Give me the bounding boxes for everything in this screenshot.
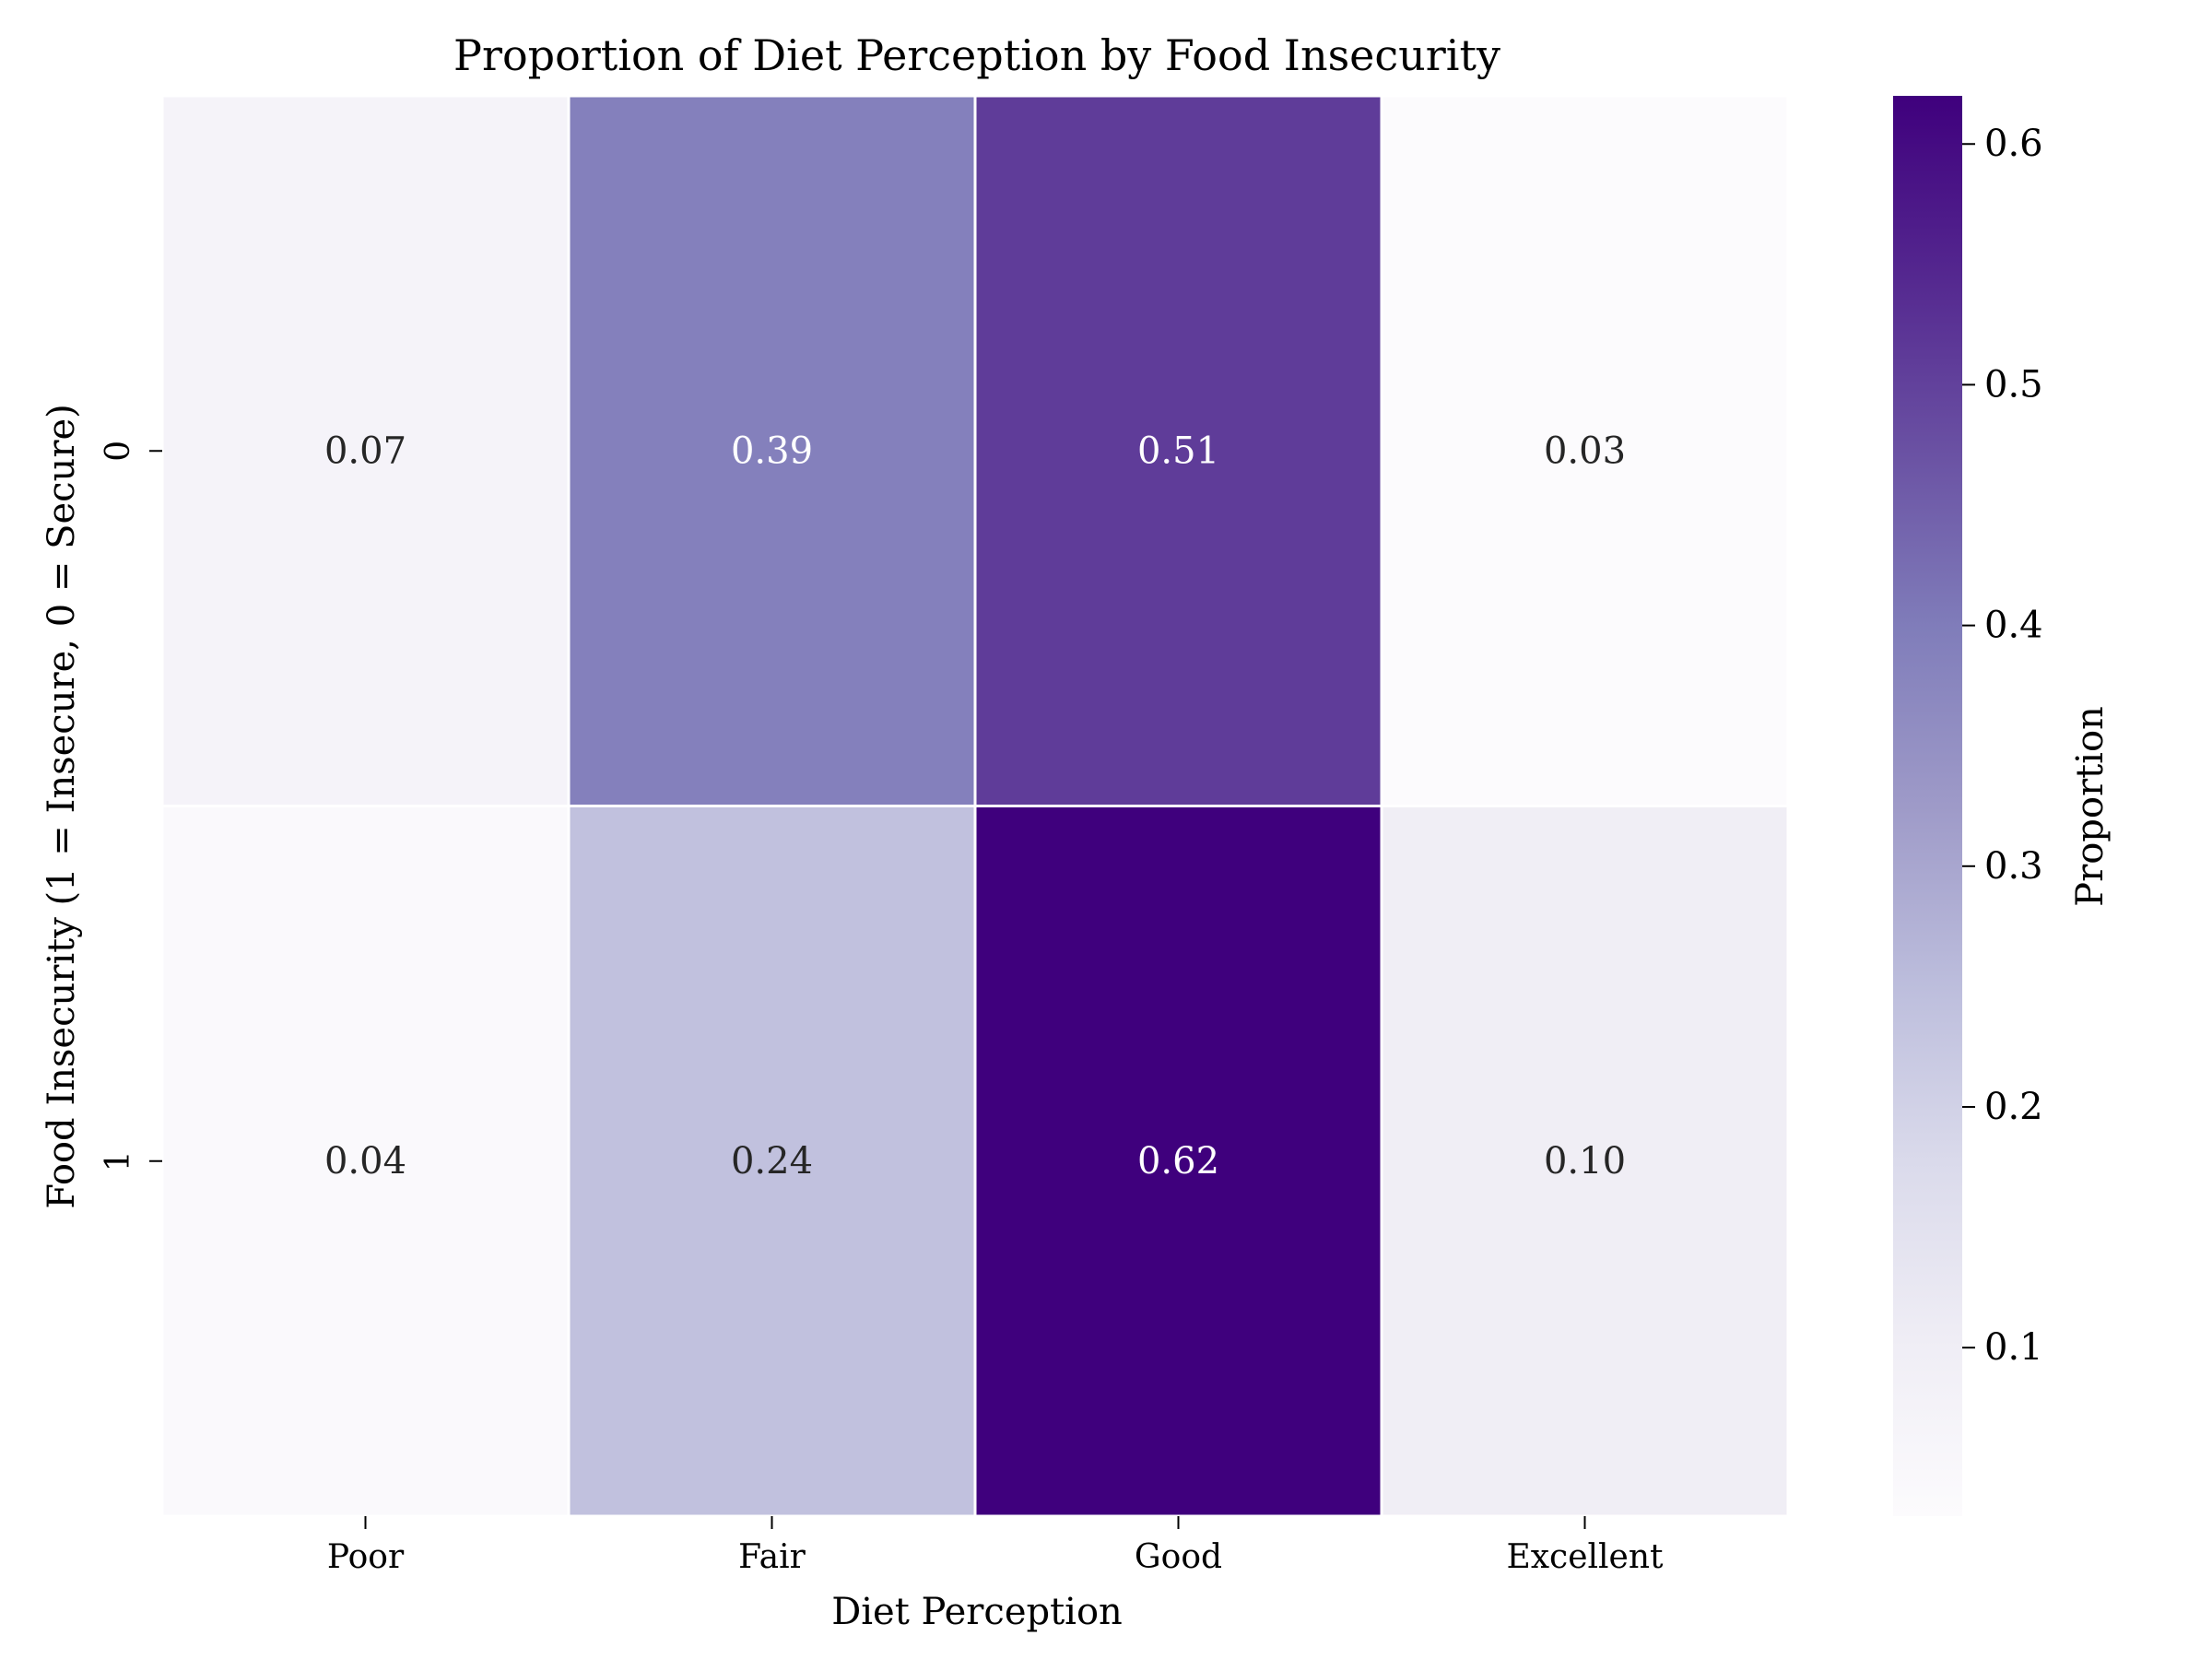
colorbar-tick-label: 0.2 [1984,1086,2043,1128]
heatmap-cell-labels: 0.07 0.39 0.51 0.03 0.04 0.24 0.62 0.10 [324,429,1626,1182]
chart-title: Proportion of Diet Perception by Food In… [453,30,1500,80]
y-tick-label: 0 [100,441,137,462]
colorbar-label: Proportion [2069,706,2112,907]
heatmap-cells [160,94,1790,1518]
heatmap-cell [973,94,1383,807]
x-axis-ticks: Poor Fair Good Excellent [327,1516,1664,1576]
y-axis-label: Food Insecurity (1 = Insecure, 0 = Secur… [41,404,83,1208]
x-tick-label: Poor [327,1538,405,1576]
colorbar-tick-label: 0.3 [1984,845,2043,888]
heatmap-cell [567,805,977,1518]
heatmap-cell [1380,805,1790,1518]
colorbar [1893,96,1962,1516]
y-tick-label: 1 [100,1150,137,1171]
heatmap-cell [160,805,571,1518]
heatmap-cell-value: 0.10 [1544,1140,1626,1182]
heatmap-cell [1380,94,1790,807]
heatmap-cell-value: 0.04 [324,1140,406,1182]
heatmap-cell-value: 0.62 [1137,1140,1219,1182]
x-tick-label: Good [1135,1538,1222,1576]
heatmap-cell [160,94,571,807]
x-tick-label: Excellent [1506,1538,1664,1576]
heatmap-cell-value: 0.24 [731,1140,813,1182]
heatmap-cell-value: 0.07 [324,429,406,472]
x-axis-label: Diet Perception [831,1591,1123,1633]
heatmap-cell-value: 0.51 [1137,429,1219,472]
colorbar-tick-label: 0.6 [1984,123,2043,165]
heatmap-cell [567,94,977,807]
colorbar-tick-label: 0.4 [1984,605,2043,647]
heatmap-cell [973,805,1383,1518]
colorbar-tick-label: 0.1 [1984,1326,2043,1369]
colorbar-ticks: 0.1 0.2 0.3 0.4 0.5 0.6 [1962,123,2043,1369]
heatmap-cell-value: 0.03 [1544,429,1626,472]
y-axis-ticks: 01 [100,441,162,1171]
x-tick-label: Fair [738,1538,806,1576]
colorbar-tick-label: 0.5 [1984,363,2043,406]
heatmap-cell-value: 0.39 [731,429,813,472]
